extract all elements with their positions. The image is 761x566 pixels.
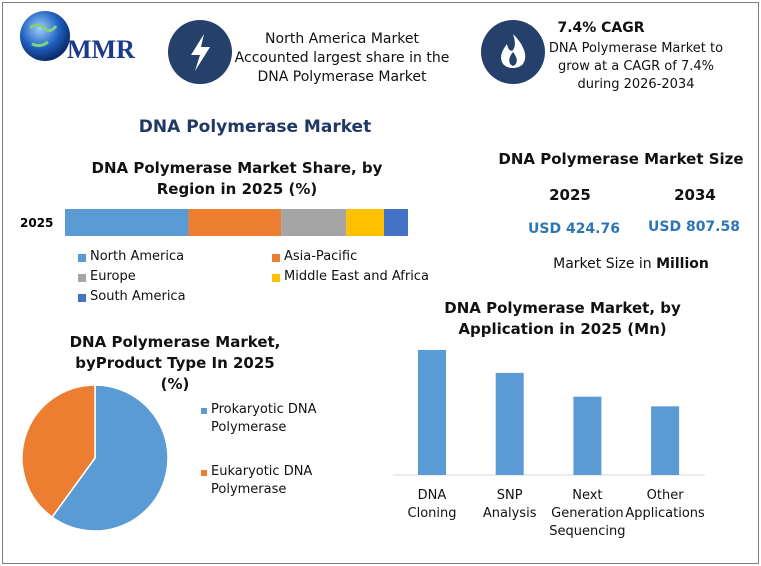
x-tick-label: Other Applications bbox=[625, 488, 705, 521]
bolt-icon bbox=[191, 34, 210, 71]
size-note: Market Size in Million bbox=[521, 256, 741, 272]
cagr-title: 7.4% CAGR bbox=[557, 20, 645, 36]
highlight-line: North America Market bbox=[265, 31, 419, 47]
size-value: USD 424.76 bbox=[528, 221, 620, 237]
chart-title: DNA Polymerase Market Share, by Region i… bbox=[91, 159, 383, 198]
note-unit: Million bbox=[656, 256, 709, 272]
main-title: DNA Polymerase Market bbox=[138, 117, 372, 137]
legend-label: Prokaryotic DNA Polymerase bbox=[211, 402, 317, 435]
legend-label: Middle East and Africa bbox=[284, 269, 429, 284]
logo-land bbox=[29, 23, 58, 48]
flame-icon bbox=[501, 34, 526, 68]
flame-icon-inner bbox=[509, 52, 517, 66]
highlight-line: DNA Polymerase Market to bbox=[548, 41, 724, 56]
logo-globe bbox=[20, 11, 70, 61]
chart-title: DNA Polymerase Market, byProduct Type In… bbox=[69, 333, 281, 393]
legend-label: North America bbox=[90, 249, 185, 264]
bar bbox=[495, 372, 524, 475]
bar-segment bbox=[346, 209, 384, 236]
highlight-2: DNA Polymerase Market to grow at a CAGR … bbox=[546, 40, 726, 94]
logo-text: MMR bbox=[67, 35, 135, 64]
chart-title: DNA Polymerase Market, by Application in… bbox=[444, 299, 681, 338]
bar-segment bbox=[65, 209, 189, 236]
legend-label: Eukaryotic DNA Polymerase bbox=[211, 464, 313, 497]
legend-label: Asia-Pacific bbox=[284, 249, 358, 264]
bar bbox=[573, 396, 602, 475]
market-size-title: DNA Polymerase Market Size bbox=[498, 150, 744, 168]
x-tick-label: SNP Analysis bbox=[482, 488, 537, 521]
legend-swatch bbox=[78, 254, 86, 262]
bar-segment bbox=[188, 209, 282, 236]
year: 2025 bbox=[549, 186, 591, 204]
bar bbox=[418, 350, 446, 475]
legend-label: South America bbox=[90, 289, 186, 304]
legend-swatch bbox=[201, 470, 207, 476]
bar bbox=[651, 406, 680, 475]
year: 2034 bbox=[674, 186, 716, 204]
x-tick-label: DNA Cloning bbox=[407, 488, 457, 521]
highlight-1: North America Market Accounted largest s… bbox=[232, 30, 452, 87]
y-tick-label: 2025 bbox=[20, 216, 53, 230]
highlight-line: DNA Polymerase Market bbox=[257, 69, 427, 85]
highlight-line: grow at a CAGR of 7.4% bbox=[558, 59, 714, 74]
pie-slice bbox=[51, 384, 169, 532]
highlight-line: during 2026-2034 bbox=[577, 77, 695, 92]
legend-swatch bbox=[201, 408, 207, 414]
size-value: USD 807.58 bbox=[648, 219, 740, 235]
highlight-line: Accounted largest share in the bbox=[234, 50, 450, 66]
legend-label: Europe bbox=[90, 269, 136, 284]
legend-swatch bbox=[272, 254, 280, 262]
bar-segment bbox=[383, 209, 408, 236]
legend-swatch bbox=[272, 274, 280, 282]
pie-slice bbox=[21, 384, 96, 519]
bar-segment bbox=[281, 209, 347, 236]
legend-swatch bbox=[78, 274, 86, 282]
legend-swatch bbox=[78, 294, 86, 302]
note-text: Market Size in bbox=[553, 256, 652, 272]
x-tick-label: Next Generation Sequencing bbox=[549, 488, 626, 539]
